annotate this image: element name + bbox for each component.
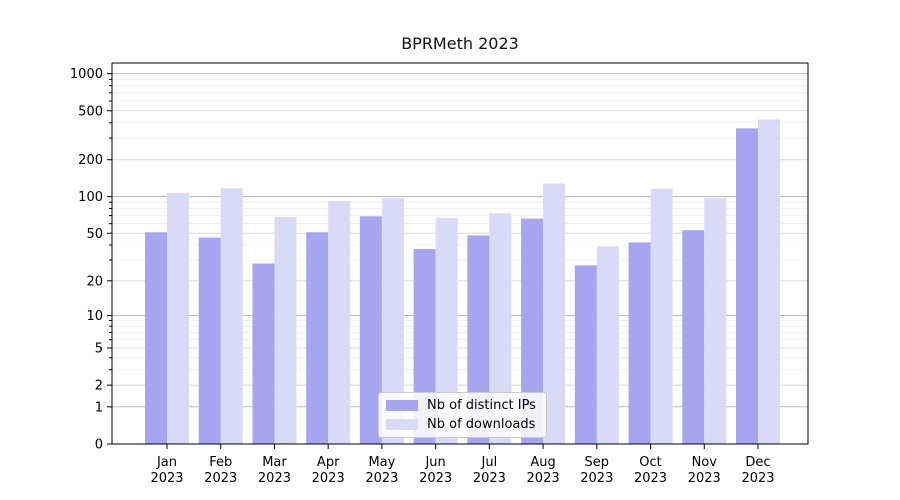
legend-item-downloads: Nb of downloads — [379, 417, 546, 432]
y-tick-label: 50 — [86, 227, 103, 242]
bar — [220, 188, 243, 444]
y-tick-label: 5 — [95, 341, 103, 356]
y-tick-label: 10 — [86, 309, 103, 324]
distinct-ips-swatch-icon — [386, 399, 418, 411]
y-tick-label: 1000 — [70, 67, 103, 82]
x-tick-label: Oct 2023 — [634, 455, 667, 486]
bar — [596, 246, 619, 444]
bar — [736, 128, 758, 444]
x-tick-label: Mar 2023 — [258, 455, 291, 486]
plot-border — [111, 62, 809, 445]
y-tick-labels: 0 1 2 5 10 20 50 100 200 500 1000 — [70, 67, 103, 452]
x-tick-label: Jun 2023 — [419, 455, 452, 486]
x-tick-label: Apr 2023 — [312, 455, 345, 486]
axis-ticks — [107, 73, 759, 449]
y-tick-label: 2 — [95, 379, 103, 394]
legend-label-downloads: Nb of downloads — [427, 417, 536, 433]
x-tick-labels: Jan 2023 Feb 2023 Mar 2023 Apr 2023 May 2023 Jun 20… — [150, 455, 774, 486]
bar — [628, 242, 651, 444]
bar — [682, 230, 705, 444]
bar — [521, 218, 544, 444]
bar — [381, 198, 404, 444]
x-tick-label: Nov 2023 — [688, 455, 721, 486]
bar — [306, 232, 329, 444]
bar — [198, 237, 221, 444]
bar — [758, 119, 780, 444]
bar — [650, 188, 673, 444]
bar — [359, 216, 382, 444]
legend: Nb of distinct IPs Nb of downloads — [378, 392, 547, 438]
chart-title: BPRMeth 2023 — [401, 34, 519, 53]
downloads-swatch-icon — [386, 419, 418, 431]
x-tick-label: Jan 2023 — [150, 455, 183, 486]
bar — [435, 217, 458, 444]
x-tick-label: Aug 2023 — [527, 455, 560, 486]
bar — [145, 232, 167, 444]
bar — [704, 198, 727, 444]
x-tick-label: Dec 2023 — [741, 455, 774, 486]
y-tick-label: 500 — [78, 104, 103, 119]
bar — [252, 263, 275, 444]
bar — [167, 193, 189, 444]
bar — [274, 217, 297, 444]
x-tick-label: Feb 2023 — [204, 455, 237, 486]
y-tick-label: 200 — [78, 153, 103, 168]
bars-downloads — [167, 119, 780, 445]
bar — [467, 235, 490, 444]
x-tick-label: Jul 2023 — [473, 455, 506, 486]
x-tick-label: Sep 2023 — [580, 455, 613, 486]
bar — [328, 201, 351, 444]
bar — [574, 265, 597, 444]
legend-item-distinct-ips: Nb of distinct IPs — [379, 398, 546, 413]
y-tick-label: 1 — [95, 400, 103, 415]
bar — [489, 213, 512, 444]
y-tick-label: 100 — [78, 190, 103, 205]
y-tick-label: 20 — [86, 274, 103, 289]
x-tick-label: May 2023 — [365, 455, 398, 486]
legend-label-distinct-ips: Nb of distinct IPs — [427, 397, 536, 413]
bar — [543, 183, 566, 445]
y-tick-label: 0 — [95, 438, 103, 453]
